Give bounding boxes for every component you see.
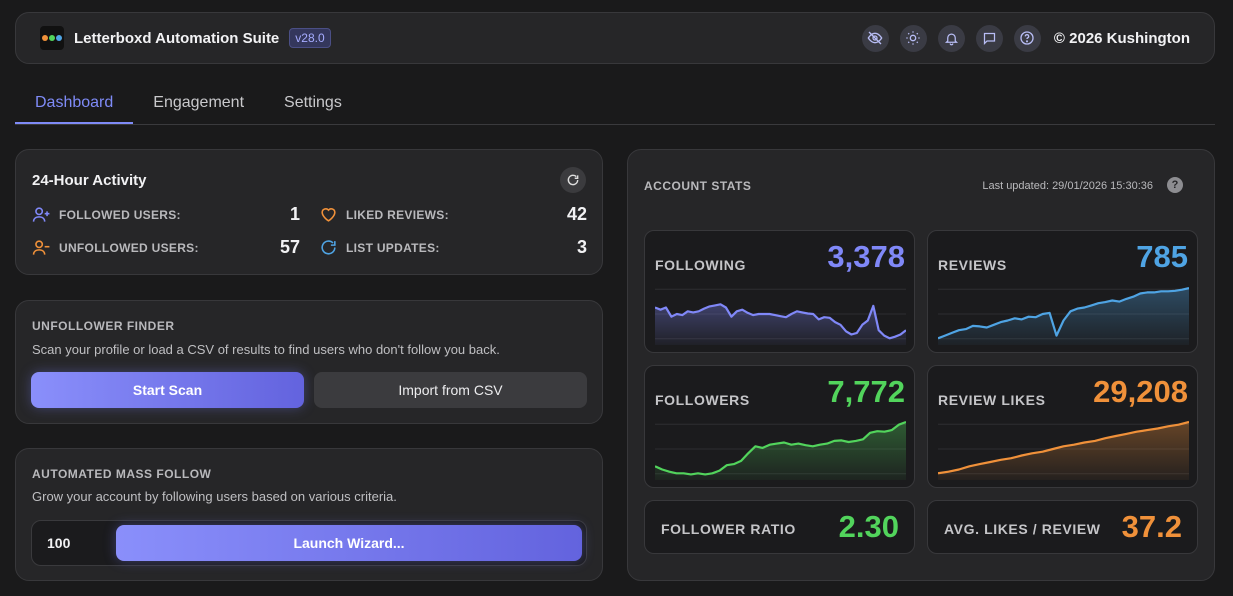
version-badge: v28.0 xyxy=(289,28,331,48)
refresh-icon xyxy=(567,174,579,186)
refresh-icon xyxy=(321,240,336,255)
followed-users-value: 1 xyxy=(289,204,300,224)
stat-card-follower-ratio: FOLLOWER RATIO 2.30 xyxy=(644,500,915,554)
main-tabs: Dashboard Engagement Settings xyxy=(15,82,1215,125)
messages-button[interactable] xyxy=(975,24,1003,52)
start-scan-button[interactable]: Start Scan xyxy=(31,372,304,408)
followed-users-label: FOLLOWED USERS: xyxy=(59,207,181,222)
activity-title: 24-Hour Activity xyxy=(32,172,147,189)
sparkline-line xyxy=(938,420,1189,475)
sun-icon xyxy=(906,31,921,45)
review-likes-sparkline xyxy=(938,420,1189,480)
activity-card: 24-Hour Activity FOLLOWED USERS: 1 UNFOL… xyxy=(15,149,603,275)
stat-label: AVG. LIKES / REVIEW xyxy=(944,521,1101,537)
theme-toggle-button[interactable] xyxy=(899,24,927,52)
launch-wizard-button[interactable]: Launch Wizard... xyxy=(116,525,582,561)
stats-help-icon[interactable]: ? xyxy=(1167,177,1183,193)
list-updates-row: LIST UPDATES: 3 xyxy=(319,237,587,258)
app-header: Letterboxd Automation Suite v28.0 © 2026… xyxy=(15,12,1215,64)
sparkline-area xyxy=(938,422,1189,480)
mass-follow-card: AUTOMATED MASS FOLLOW Grow your account … xyxy=(15,448,603,581)
sparkline-area xyxy=(655,304,906,345)
sparkline-line xyxy=(655,420,906,476)
chat-icon xyxy=(983,32,996,45)
privacy-toggle-button[interactable] xyxy=(861,24,889,52)
unfollowed-users-row: UNFOLLOWED USERS: 57 xyxy=(32,237,300,258)
liked-reviews-value: 42 xyxy=(566,204,587,224)
account-stats-card: ACCOUNT STATS Last updated: 29/01/2026 1… xyxy=(627,149,1215,581)
tab-engagement[interactable]: Engagement xyxy=(153,94,245,111)
unfollower-description: Scan your profile or load a CSV of resul… xyxy=(32,342,500,357)
following-sparkline xyxy=(655,288,906,345)
unfollowed-users-value: 57 xyxy=(279,237,300,257)
stat-value: 29,208 xyxy=(1093,374,1188,409)
stat-value: 7,772 xyxy=(827,374,905,409)
import-csv-button[interactable]: Import from CSV xyxy=(314,372,587,408)
stat-card-avg-likes: AVG. LIKES / REVIEW 37.2 xyxy=(927,500,1198,554)
stat-value: 785 xyxy=(1136,239,1188,274)
notifications-button[interactable] xyxy=(937,24,965,52)
bell-icon xyxy=(944,33,958,45)
stat-label: REVIEW LIKES xyxy=(938,392,1046,408)
eye-off-icon xyxy=(867,31,883,45)
sparkline-line xyxy=(938,287,1189,340)
tab-dashboard[interactable]: Dashboard xyxy=(15,82,134,124)
help-circle-icon xyxy=(1020,31,1035,45)
stat-label: FOLLOWING xyxy=(655,257,746,273)
stat-card-reviews: REVIEWS 785 xyxy=(927,230,1198,353)
stat-card-following: FOLLOWING 3,378 xyxy=(644,230,915,353)
sparkline-area xyxy=(938,288,1189,345)
tab-settings[interactable]: Settings xyxy=(284,94,342,111)
copyright-text: © 2026 Kushington xyxy=(1053,29,1190,47)
stat-label: FOLLOWER RATIO xyxy=(661,521,796,537)
stat-value: 2.30 xyxy=(838,509,899,544)
reviews-sparkline xyxy=(938,287,1189,345)
follow-count-input[interactable] xyxy=(47,535,107,551)
sparkline-area xyxy=(655,422,906,480)
list-updates-value: 3 xyxy=(576,237,587,257)
activity-refresh-button[interactable] xyxy=(560,167,586,193)
followed-users-row: FOLLOWED USERS: 1 xyxy=(32,204,300,225)
last-updated-text: Last updated: 29/01/2026 15:30:36 xyxy=(982,180,1153,192)
user-minus-icon xyxy=(32,240,50,255)
list-updates-label: LIST UPDATES: xyxy=(346,240,440,255)
stat-card-followers: FOLLOWERS 7,772 xyxy=(644,365,915,488)
stat-label: FOLLOWERS xyxy=(655,392,750,408)
sparkline-line xyxy=(655,303,906,340)
unfollower-title: UNFOLLOWER FINDER xyxy=(32,319,175,333)
mass-follow-controls: Launch Wizard... xyxy=(31,520,587,566)
stat-value: 37.2 xyxy=(1121,509,1182,544)
help-button[interactable] xyxy=(1013,24,1041,52)
stat-value: 3,378 xyxy=(827,239,905,274)
mass-follow-description: Grow your account by following users bas… xyxy=(32,489,397,504)
mass-follow-title: AUTOMATED MASS FOLLOW xyxy=(32,467,212,481)
app-title: Letterboxd Automation Suite xyxy=(74,29,280,47)
heart-icon xyxy=(321,208,336,222)
unfollowed-users-label: UNFOLLOWED USERS: xyxy=(59,240,199,255)
letterboxd-logo-icon xyxy=(40,26,64,50)
liked-reviews-label: LIKED REVIEWS: xyxy=(346,207,449,222)
account-stats-title: ACCOUNT STATS xyxy=(644,179,752,193)
liked-reviews-row: LIKED REVIEWS: 42 xyxy=(319,204,587,225)
followers-sparkline xyxy=(655,420,906,480)
stat-label: REVIEWS xyxy=(938,257,1007,273)
stat-card-review-likes: REVIEW LIKES 29,208 xyxy=(927,365,1198,488)
unfollower-finder-card: UNFOLLOWER FINDER Scan your profile or l… xyxy=(15,300,603,424)
user-plus-icon xyxy=(32,207,50,222)
